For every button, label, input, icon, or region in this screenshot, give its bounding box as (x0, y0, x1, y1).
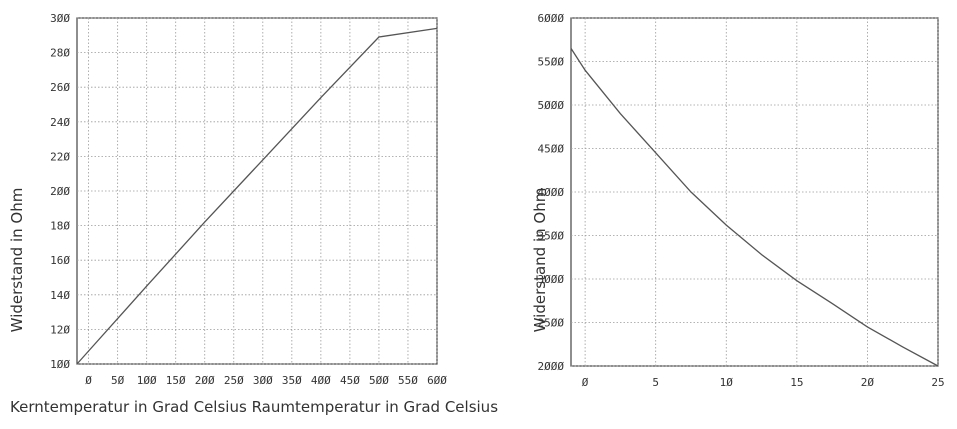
chart1-x-tick-label-3: 15Ø (166, 374, 186, 387)
chart1-x-tick-label-11: 55Ø (398, 374, 418, 387)
chart1-y-tick-label-8: 26Ø (50, 81, 70, 94)
chart1-y-tick-label-7: 24Ø (50, 116, 70, 129)
chart1-x-tick-label-10: 5ØØ (369, 374, 389, 387)
chart1-y-axis-title: Widerstand in Ohm (8, 188, 26, 333)
x-axis-title-left: Kerntemperatur in Grad Celsius (10, 398, 247, 416)
chart2-y-tick-label-8: 6ØØØ (538, 12, 565, 25)
chart2-y-axis-title: Widerstand in Ohm (531, 188, 549, 333)
chart1-x-tick-label-5: 25Ø (224, 374, 244, 387)
chart1-x-tick-label-0: Ø (85, 374, 92, 387)
chart2-y-tick-label-2: 3ØØØ (538, 273, 565, 286)
chart2-y-tick-label-0: 2ØØØ (538, 360, 565, 373)
chart1-y-tick-label-9: 28Ø (50, 47, 70, 60)
chart1-y-tick-label-1: 12Ø (50, 323, 70, 336)
x-axis-caption: Kerntemperatur in Grad Celsius Raumtempe… (10, 398, 498, 416)
chart1-x-tick-label-2: 1ØØ (137, 374, 157, 387)
chart2-x-tick-label-0: Ø (582, 376, 589, 389)
chart2-x-tick-label-2: 1Ø (720, 376, 734, 389)
chart2-y-tick-label-1: 25ØØ (538, 317, 565, 330)
chart1-x-tick-label-8: 4ØØ (311, 374, 331, 387)
chart1-x-tick-label-6: 3ØØ (253, 374, 273, 387)
chart1-y-tick-label-2: 14Ø (50, 289, 70, 302)
chart2-x-tick-label-4: 2Ø (861, 376, 875, 389)
chart1-y-tick-label-10: 3ØØ (50, 12, 70, 25)
chart1-x-tick-label-1: 5Ø (111, 374, 125, 387)
chart2-x-tick-label-1: 5 (652, 376, 659, 389)
chart1-series-line-0 (76, 27, 438, 365)
chart1-y-tick-label-3: 16Ø (50, 254, 70, 267)
chart2-y-tick-label-4: 4ØØØ (538, 186, 565, 199)
chart1-x-tick-label-7: 35Ø (282, 374, 302, 387)
x-axis-title-right: Raumtemperatur in Grad Celsius (251, 398, 499, 416)
chart2-y-tick-label-5: 45ØØ (538, 143, 565, 156)
chart1-x-tick-label-9: 45Ø (340, 374, 360, 387)
chart1-y-tick-label-5: 2ØØ (50, 185, 70, 198)
chart1-y-tick-label-4: 18Ø (50, 220, 70, 233)
chart1-x-tick-label-12: 6ØØ (427, 374, 447, 387)
chart2-x-tick-label-5: 25 (931, 376, 944, 389)
chart1-y-tick-label-0: 1ØØ (50, 358, 70, 371)
chart2-y-tick-label-7: 55ØØ (538, 56, 565, 69)
chart2-y-tick-label-3: 35ØØ (538, 230, 565, 243)
chart2-x-tick-label-3: 15 (790, 376, 803, 389)
chart1-y-tick-label-6: 22Ø (50, 150, 70, 163)
chart1-x-tick-label-4: 2ØØ (195, 374, 215, 387)
chart2-y-tick-label-6: 5ØØØ (538, 99, 565, 112)
chart2-series-line-0 (570, 48, 939, 367)
